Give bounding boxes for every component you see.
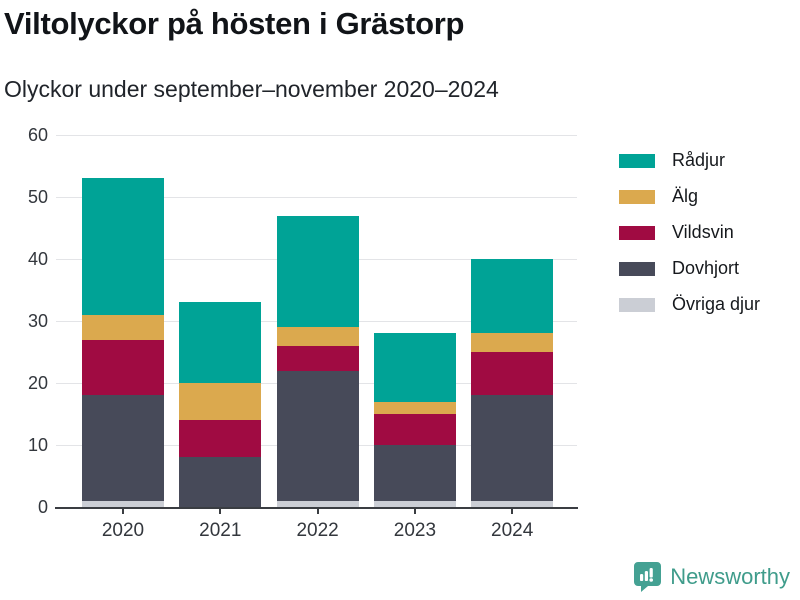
chart-title: Viltolyckor på hösten i Grästorp — [4, 6, 465, 41]
bar-segment — [276, 345, 359, 371]
legend-swatch — [619, 189, 655, 204]
legend-swatch — [619, 153, 655, 168]
bar-segment — [82, 500, 164, 507]
legend-label: Övriga djur — [672, 294, 761, 314]
bar-segment — [276, 215, 359, 328]
bar-2022 — [276, 215, 359, 507]
bar-segment — [471, 352, 554, 396]
y-axis-label: 50 — [27, 187, 48, 207]
y-axis-label: 30 — [27, 311, 48, 331]
legend-label: Rådjur — [672, 150, 726, 170]
y-axis-label: 20 — [27, 373, 48, 393]
bar-segment — [82, 395, 164, 501]
bar-segment — [179, 457, 262, 507]
y-axis-label: 0 — [37, 497, 48, 517]
legend-item: Övriga djur — [619, 294, 760, 315]
x-axis-label: 2022 — [296, 520, 339, 541]
bar-segment — [471, 333, 554, 353]
y-axis-label: 60 — [27, 125, 48, 145]
x-axis-tick — [413, 509, 416, 514]
x-axis-label: 2024 — [491, 520, 534, 541]
brand-name: Newsworthy — [670, 563, 790, 589]
bar-segment — [471, 259, 554, 334]
x-axis-tick — [219, 509, 222, 514]
bar-2024 — [471, 259, 554, 507]
bar-segment — [179, 420, 262, 458]
legend: Rådjur Älg Vildsvin Dovhjort Övriga djur — [619, 150, 760, 330]
legend-item: Älg — [619, 186, 760, 207]
bar-segment — [471, 395, 554, 501]
bar-2020 — [82, 178, 164, 507]
bar-segment — [373, 401, 456, 415]
legend-swatch — [619, 297, 655, 312]
bar-segment — [82, 314, 164, 340]
bar-segment — [276, 500, 359, 507]
legend-swatch — [619, 261, 655, 276]
x-axis-tick — [122, 509, 124, 514]
chart-subtitle: Olyckor under september–november 2020–20… — [4, 76, 499, 102]
bar-segment — [373, 500, 456, 507]
plot-area: 0 10 20 30 40 50 60 2020 2021 2022 2023 2024 — [28, 125, 578, 541]
x-axis-label: 2020 — [101, 520, 145, 541]
gridline — [56, 197, 577, 198]
bar-segment — [276, 327, 359, 346]
gridline — [56, 135, 577, 136]
legend-label: Dovhjort — [672, 258, 740, 278]
bar-2021 — [179, 302, 262, 507]
bar-segment — [82, 178, 164, 315]
legend-item: Dovhjort — [619, 258, 760, 279]
x-axis-label: 2023 — [393, 520, 437, 541]
bar-segment — [373, 414, 456, 446]
newsworthy-logo: Newsworthy — [633, 561, 790, 592]
bar-segment — [179, 302, 262, 384]
x-axis-tick — [511, 509, 514, 514]
legend-label: Älg — [672, 186, 699, 206]
bar-segment — [276, 370, 359, 501]
y-axis-label: 10 — [27, 435, 48, 455]
y-axis-label: 40 — [27, 249, 48, 269]
x-axis-label: 2021 — [199, 520, 242, 541]
legend-swatch — [619, 225, 655, 240]
bar-segment — [373, 445, 456, 501]
bar-segment — [82, 339, 164, 396]
bar-segment — [373, 333, 456, 402]
legend-item: Rådjur — [619, 150, 760, 171]
legend-item: Vildsvin — [619, 222, 760, 243]
bar-segment — [471, 500, 554, 507]
bar-2023 — [373, 333, 456, 507]
x-axis-line — [55, 507, 578, 509]
newsworthy-icon — [634, 562, 662, 592]
x-axis-tick — [316, 509, 319, 514]
bar-segment — [179, 383, 262, 421]
legend-label: Vildsvin — [672, 222, 734, 242]
